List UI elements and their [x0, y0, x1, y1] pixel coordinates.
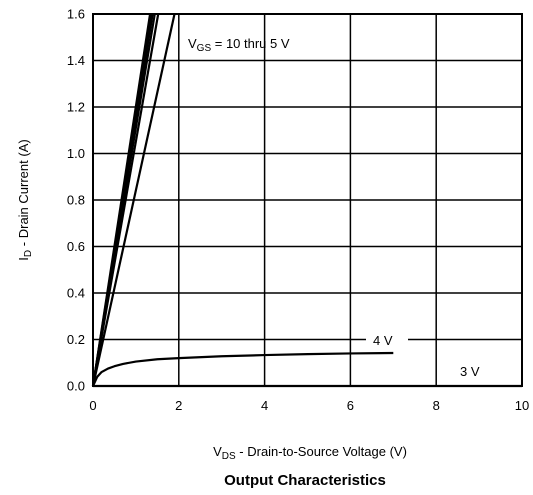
x-axis-label: VDS - Drain-to-Source Voltage (V) — [213, 444, 407, 462]
x-tick-label-3: 6 — [347, 398, 354, 413]
x-tick-label-4: 8 — [433, 398, 440, 413]
x-tick-label-1: 2 — [175, 398, 182, 413]
y-tick-label-4: 0.8 — [67, 193, 85, 208]
x-tick-label-0: 0 — [89, 398, 96, 413]
annotation-4v: 4 V — [373, 333, 393, 348]
y-tick-label-6: 1.2 — [67, 100, 85, 115]
series-line-5 — [91, 13, 176, 387]
chart-title: Output Characteristics — [224, 472, 386, 489]
y-tick-label-1: 0.2 — [67, 332, 85, 347]
y-tick-labels: 0.0 0.2 0.4 0.6 0.8 1.0 1.2 1.4 1.6 — [67, 7, 85, 394]
x-tick-label-5: 10 — [515, 398, 529, 413]
x-tick-labels: 0 2 4 6 8 10 — [89, 398, 529, 413]
y-tick-label-3: 0.6 — [67, 239, 85, 254]
plot-frame — [92, 13, 523, 387]
y-tick-label-2: 0.4 — [67, 286, 85, 301]
annotation-vgs: VGS = 10 thru 5 V — [188, 36, 290, 54]
x-tick-label-2: 4 — [261, 398, 268, 413]
series-line-6 — [92, 351, 394, 387]
y-axis-label: ID - Drain Current (A) — [16, 139, 34, 260]
annotation-3v: 3 V — [460, 364, 480, 379]
grid-lines — [92, 13, 523, 387]
series-line-4 — [91, 13, 160, 387]
y-tick-label-7: 1.4 — [67, 53, 85, 68]
y-tick-label-5: 1.0 — [67, 146, 85, 161]
y-tick-label-0: 0.0 — [67, 379, 85, 394]
label-4v-bg — [366, 331, 408, 349]
y-tick-label-8: 1.6 — [67, 7, 85, 22]
